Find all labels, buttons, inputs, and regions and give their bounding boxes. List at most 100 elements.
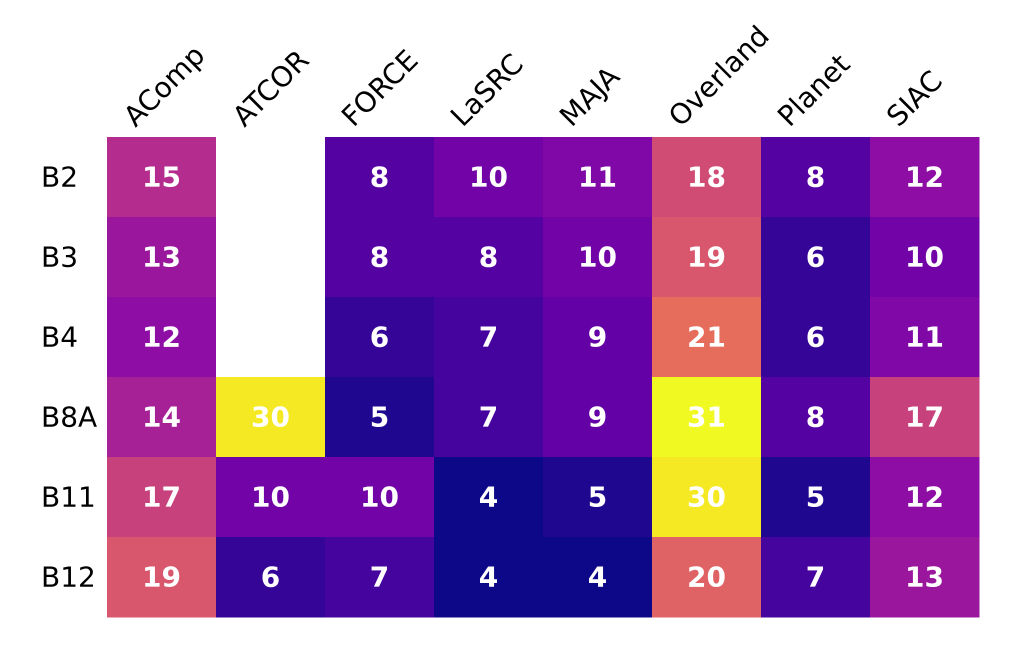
heatmap-cell-b11-maja <box>543 457 653 538</box>
heatmap-cell-b2-maja <box>543 137 653 218</box>
heatmap-cell-b3-force <box>325 217 435 298</box>
column-label-overland: Overland <box>662 19 776 133</box>
column-label-maja: MAJA <box>553 60 626 133</box>
cell-value-label: 13 <box>905 561 944 594</box>
heatmap-cell-b12-acomp <box>107 537 217 618</box>
heatmap-cell-b12-lasrc <box>434 537 544 618</box>
cell-value-label: 7 <box>806 561 825 594</box>
row-label-b3: B3 <box>41 241 78 274</box>
row-label-b8a: B8A <box>41 401 97 434</box>
cell-value-label: 5 <box>370 401 389 434</box>
cell-value-label: 6 <box>806 241 825 274</box>
heatmap-cell-b8a-overland <box>652 377 762 458</box>
cell-value-label: 30 <box>687 481 726 514</box>
heatmap-cells <box>107 137 980 618</box>
heatmap-cell-b3-planet <box>761 217 871 298</box>
heatmap-cell-b4-force <box>325 297 435 378</box>
cell-value-label: 8 <box>806 401 825 434</box>
heatmap-cell-b4-acomp <box>107 297 217 378</box>
heatmap-cell-b8a-planet <box>761 377 871 458</box>
row-label-b2: B2 <box>41 161 78 194</box>
heatmap-cell-b2-acomp <box>107 137 217 218</box>
heatmap-cell-b2-siac <box>870 137 980 218</box>
cell-value-label: 10 <box>905 241 944 274</box>
heatmap-cell-b8a-acomp <box>107 377 217 458</box>
cell-value-label: 12 <box>905 161 944 194</box>
heatmap-cell-b4-lasrc <box>434 297 544 378</box>
cell-value-label: 10 <box>251 481 290 514</box>
row-label-b11: B11 <box>41 481 96 514</box>
heatmap-cell-b8a-lasrc <box>434 377 544 458</box>
heatmap-cell-b4-maja <box>543 297 653 378</box>
heatmap-cell-b4-overland <box>652 297 762 378</box>
cell-value-label: 7 <box>370 561 389 594</box>
heatmap-cell-b8a-siac <box>870 377 980 458</box>
cell-value-label: 13 <box>142 241 181 274</box>
column-label-acomp: AComp <box>117 39 211 133</box>
row-label-b4: B4 <box>41 321 78 354</box>
cell-value-label: 6 <box>261 561 280 594</box>
column-label-atcor: ATCOR <box>226 44 315 133</box>
cell-value-label: 12 <box>905 481 944 514</box>
column-label-lasrc: LaSRC <box>444 47 530 133</box>
heatmap-cell-b11-planet <box>761 457 871 538</box>
heatmap-cell-b3-overland <box>652 217 762 298</box>
cell-value-label: 4 <box>479 561 498 594</box>
heatmap-cell-b2-force <box>325 137 435 218</box>
cell-value-label: 14 <box>142 401 181 434</box>
cell-value-label: 7 <box>479 321 498 354</box>
cell-value-label: 4 <box>588 561 607 594</box>
row-labels: B2 B3 B4 B8A B11 B12 <box>41 161 97 594</box>
cell-value-label: 17 <box>142 481 181 514</box>
heatmap-cell-b12-overland <box>652 537 762 618</box>
cell-value-label: 11 <box>905 321 944 354</box>
heatmap-cell-b12-planet <box>761 537 871 618</box>
heatmap-cell-b2-lasrc <box>434 137 544 218</box>
cell-value-label: 8 <box>806 161 825 194</box>
column-label-force: FORCE <box>335 44 424 133</box>
heatmap-cell-b4-siac <box>870 297 980 378</box>
cell-value-label: 17 <box>905 401 944 434</box>
heatmap-cell-b12-siac <box>870 537 980 618</box>
heatmap-cell-b11-atcor <box>216 457 326 538</box>
cell-value-label: 6 <box>370 321 389 354</box>
cell-value-label: 10 <box>469 161 508 194</box>
cell-value-label: 10 <box>578 241 617 274</box>
heatmap-cell-b8a-force <box>325 377 435 458</box>
heatmap-cell-b12-force <box>325 537 435 618</box>
cell-value-label: 5 <box>588 481 607 514</box>
heatmap-cell-b2-overland <box>652 137 762 218</box>
cell-value-label: 10 <box>360 481 399 514</box>
heatmap-cell-b11-force <box>325 457 435 538</box>
cell-value-label: 7 <box>479 401 498 434</box>
heatmap-cell-b11-overland <box>652 457 762 538</box>
heatmap-cell-b2-atcor <box>216 137 326 218</box>
column-label-siac: SIAC <box>880 64 949 133</box>
row-label-b12: B12 <box>41 561 96 594</box>
heatmap-cell-b4-atcor <box>216 297 326 378</box>
heatmap-cell-b3-lasrc <box>434 217 544 298</box>
heatmap-cell-b2-planet <box>761 137 871 218</box>
cell-value-label: 6 <box>806 321 825 354</box>
heatmap-cell-b12-atcor <box>216 537 326 618</box>
heatmap-cell-b4-planet <box>761 297 871 378</box>
cell-value-label: 5 <box>806 481 825 514</box>
cell-value-label: 31 <box>687 401 726 434</box>
heatmap-cell-b11-siac <box>870 457 980 538</box>
heatmap-cell-b11-acomp <box>107 457 217 538</box>
heatmap-cell-b3-siac <box>870 217 980 298</box>
cell-value-label: 4 <box>479 481 498 514</box>
heatmap-cell-b3-maja <box>543 217 653 298</box>
cell-value-label: 15 <box>142 161 181 194</box>
heatmap-cell-b8a-atcor <box>216 377 326 458</box>
column-label-planet: Planet <box>771 48 856 133</box>
cell-value-label: 9 <box>588 401 607 434</box>
heatmap-cell-b11-lasrc <box>434 457 544 538</box>
heatmap-cell-b8a-maja <box>543 377 653 458</box>
cell-value-label: 19 <box>142 561 181 594</box>
cell-value-label: 19 <box>687 241 726 274</box>
cell-value-label: 8 <box>370 161 389 194</box>
cell-value-label: 20 <box>687 561 726 594</box>
